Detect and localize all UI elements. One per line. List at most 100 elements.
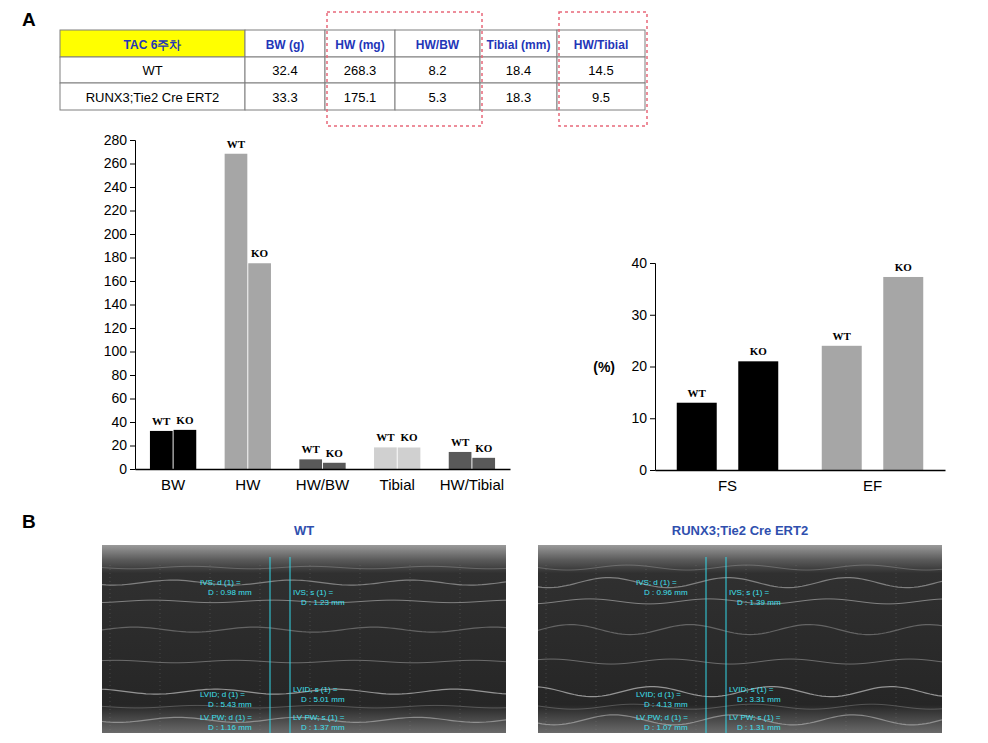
table-text: 18.3 xyxy=(506,90,531,105)
table-cell xyxy=(325,30,395,57)
bar xyxy=(374,447,397,469)
echo-divider xyxy=(360,565,361,733)
tick-mark xyxy=(130,469,135,470)
table-cell xyxy=(480,30,557,57)
measurement-label: IVS; s (1) = xyxy=(293,588,334,597)
echo-trace xyxy=(102,566,506,569)
echo-divider xyxy=(160,565,161,733)
echo-divider xyxy=(410,565,411,733)
bar xyxy=(738,361,778,470)
tick: HW/BW xyxy=(296,469,350,493)
measurement-value: D : 1.07 mm xyxy=(644,723,688,732)
tick-mark xyxy=(650,418,655,419)
echo-divider xyxy=(460,565,461,733)
table-cell xyxy=(480,57,557,83)
table: TAC 6주차BW (g)HW (mg)HW/BWTibial (mm)HW/T… xyxy=(60,12,647,126)
table-text: 14.5 xyxy=(588,63,613,78)
echo-trace xyxy=(102,705,506,707)
tick-mark xyxy=(130,258,135,259)
measurement-label: IVS; d (1) = xyxy=(636,578,677,587)
table-header: TAC 6주차 xyxy=(124,38,182,52)
table-cell xyxy=(245,83,325,110)
measurement-label: IVS; d (1) = xyxy=(200,578,241,587)
y-axis: 010203040 xyxy=(631,255,655,478)
tick-mark xyxy=(130,187,135,188)
measurement-label: LVID; d (1) = xyxy=(200,690,245,699)
bar xyxy=(472,458,495,469)
tick: 0 xyxy=(119,461,135,477)
tick: 40 xyxy=(111,414,135,430)
table-text: 18.4 xyxy=(506,63,531,78)
tick-label: 100 xyxy=(104,343,128,359)
echo-trace xyxy=(538,659,942,664)
caliper-line xyxy=(726,557,727,733)
bar-labels: WTWTKOKO xyxy=(688,261,913,399)
echo-divider xyxy=(110,565,111,733)
tick-label: 180 xyxy=(104,249,128,265)
echo-trace xyxy=(102,627,506,632)
measurement-value: D : 0.96 mm xyxy=(644,588,688,597)
bar xyxy=(225,154,248,469)
measurement-value: D : 4.13 mm xyxy=(644,700,688,709)
measurement-value: D : 5.43 mm xyxy=(208,700,252,709)
tick-label: BW xyxy=(161,476,186,493)
tick: 100 xyxy=(104,343,135,359)
tick: 30 xyxy=(631,307,655,323)
table-text: WT xyxy=(142,63,162,78)
bar xyxy=(677,403,717,470)
table-cell xyxy=(325,83,395,110)
bar xyxy=(299,459,322,469)
series-label: WT xyxy=(302,443,321,455)
echo-panel: RUNX3;Tie2 Cre ERT2IVS; d (1) =D : 0.96 … xyxy=(538,523,942,733)
measurement-value: D : 1.16 mm xyxy=(208,723,252,732)
table-text: 268.3 xyxy=(344,63,377,78)
echo-divider xyxy=(696,565,697,733)
tick-label: 260 xyxy=(104,155,128,171)
tick: 280 xyxy=(104,132,135,148)
table-cell xyxy=(245,30,325,57)
echo-trace xyxy=(102,660,506,663)
measurement-value: D : 1.37 mm xyxy=(301,723,345,732)
echo-trace xyxy=(102,580,506,585)
tick: 180 xyxy=(104,249,135,265)
axis-line xyxy=(130,141,136,470)
tick-label: HW xyxy=(235,476,261,493)
tick-label: 160 xyxy=(104,273,128,289)
table-cell xyxy=(325,57,395,83)
table-header: HW/Tibial xyxy=(574,38,628,52)
table-cell xyxy=(245,57,325,83)
table-cell xyxy=(557,30,645,57)
panel-label: B xyxy=(22,511,36,532)
tick-label: 0 xyxy=(119,461,127,477)
axis-line xyxy=(136,469,511,471)
bar xyxy=(398,447,421,469)
bar xyxy=(150,431,173,469)
series-label: WT xyxy=(376,431,395,443)
measurement-value: D : 0.98 mm xyxy=(208,588,252,597)
series-label: WT xyxy=(451,436,470,448)
series-label: KO xyxy=(176,414,194,426)
bar xyxy=(174,430,197,469)
echo-divider xyxy=(546,565,547,733)
measurement-label: IVS; s (1) = xyxy=(729,588,770,597)
table-cell xyxy=(557,83,645,110)
tick: 20 xyxy=(111,437,135,453)
tick-label: 10 xyxy=(631,410,647,426)
tick: 240 xyxy=(104,179,135,195)
echo-trace xyxy=(538,704,942,709)
caliper-line xyxy=(706,557,707,733)
series-label: WT xyxy=(688,387,707,399)
table-text: 9.5 xyxy=(592,90,610,105)
tick: BW xyxy=(161,469,186,493)
tick-mark xyxy=(130,281,135,282)
tick-mark xyxy=(130,328,135,329)
measurement-value: D : 3.31 mm xyxy=(737,695,781,704)
tick-mark xyxy=(650,315,655,316)
tick-label: 80 xyxy=(111,367,127,383)
echo-trace xyxy=(538,578,942,588)
tick-label: Tibial xyxy=(380,476,415,493)
bar xyxy=(248,263,271,469)
tick-mark xyxy=(650,470,655,471)
axis-line xyxy=(656,470,946,472)
tick: 40 xyxy=(631,255,655,271)
